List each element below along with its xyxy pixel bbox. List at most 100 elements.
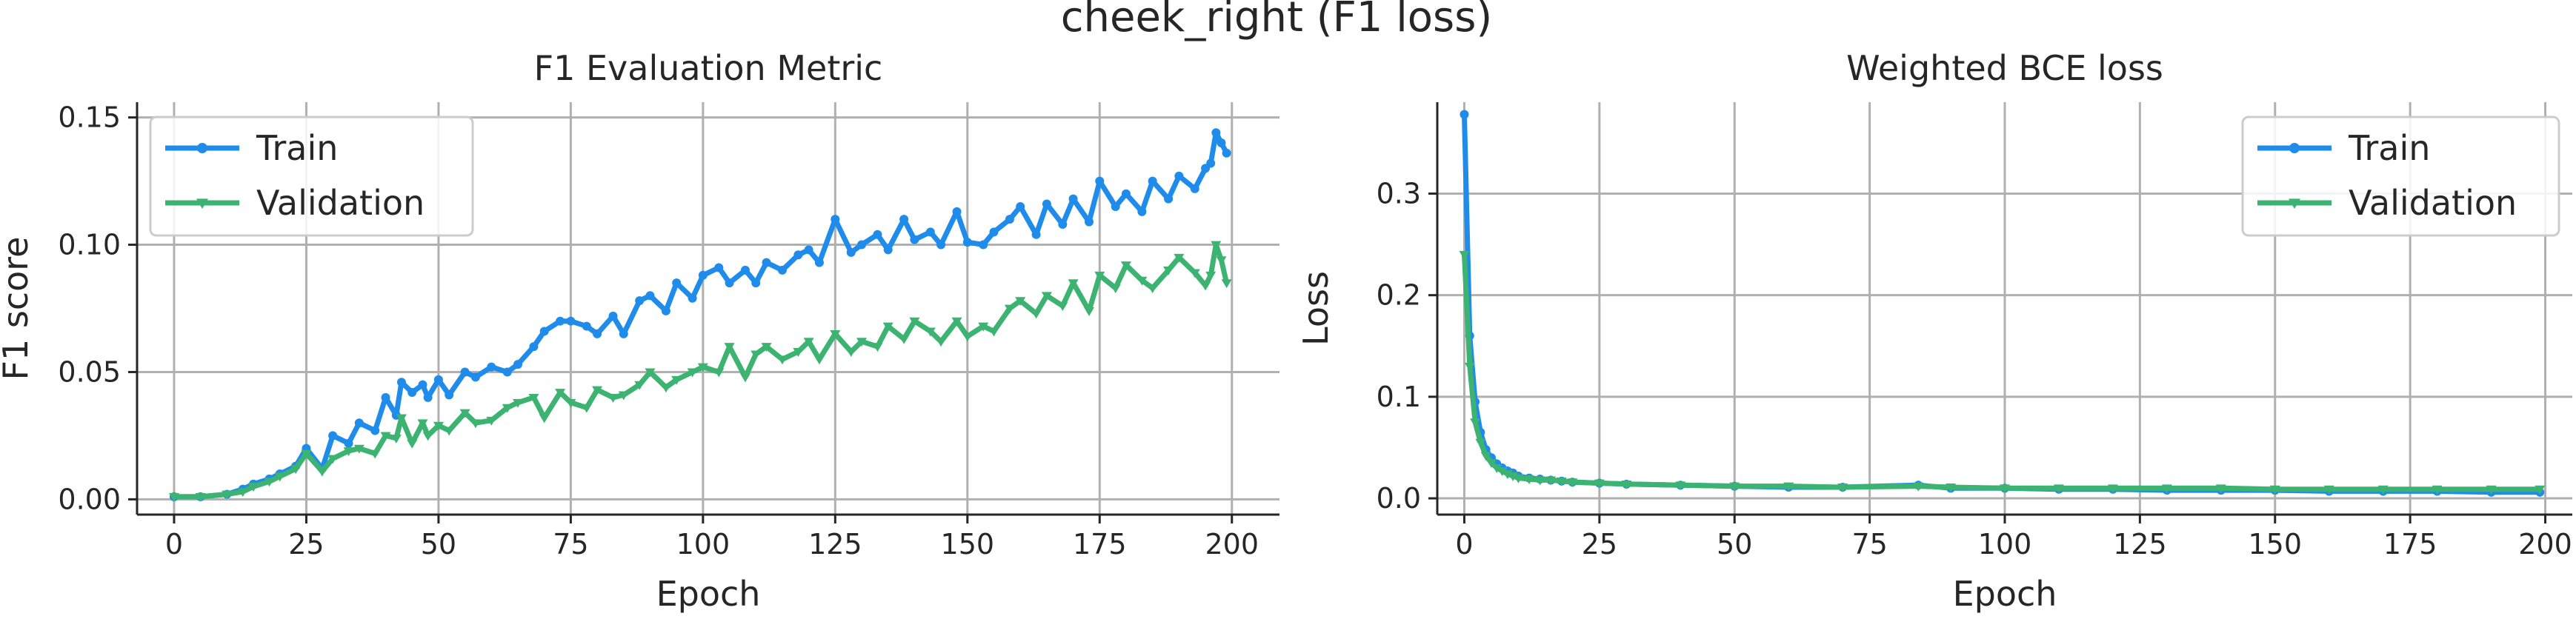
data-point-train	[407, 387, 417, 397]
data-point-train	[910, 235, 919, 244]
data-point-validation	[1094, 271, 1105, 281]
data-point-validation	[444, 426, 455, 436]
data-point-train	[899, 215, 909, 224]
data-point-train	[814, 258, 824, 267]
data-point-validation	[1497, 467, 1508, 477]
data-point-validation	[2377, 485, 2389, 495]
data-point-validation	[502, 404, 513, 413]
data-point-train	[857, 240, 867, 250]
data-point-validation	[1216, 256, 1227, 266]
data-point-train	[873, 230, 882, 239]
data-point-validation	[936, 338, 947, 347]
data-point-validation	[422, 432, 433, 441]
data-point-validation	[539, 414, 550, 424]
data-point-train	[979, 240, 988, 250]
data-point-validation	[2215, 484, 2226, 494]
data-point-validation	[1147, 284, 1158, 293]
data-point-validation	[2535, 485, 2546, 495]
data-point-validation	[713, 368, 725, 378]
data-point-validation	[1491, 464, 1502, 473]
data-point-validation	[195, 493, 206, 502]
data-point-validation	[581, 404, 592, 413]
series-line-validation	[1462, 254, 2540, 492]
data-point-train	[1211, 128, 1221, 138]
x-tick-label: 175	[1073, 528, 1127, 561]
data-point-train	[777, 265, 787, 275]
x-tick-label: 200	[1205, 528, 1259, 561]
data-point-validation	[486, 416, 497, 426]
data-point-validation	[407, 439, 418, 449]
data-point-train	[423, 392, 433, 402]
data-point-validation	[634, 381, 645, 390]
data-point-validation	[1480, 452, 1491, 461]
data-point-validation	[1110, 284, 1121, 293]
data-point-validation	[1783, 482, 1794, 492]
data-point-validation	[380, 432, 391, 441]
data-point-validation	[1057, 302, 1068, 312]
data-point-train	[1042, 199, 1051, 209]
data-point-train	[529, 342, 539, 352]
data-point-train	[513, 360, 522, 369]
data-point-validation	[396, 414, 407, 424]
data-point-validation	[750, 350, 762, 360]
data-point-validation	[1015, 297, 1026, 307]
data-point-train	[661, 306, 670, 315]
x-tick-label: 200	[2518, 528, 2572, 561]
data-point-train	[460, 367, 470, 377]
data-point-validation	[1200, 281, 1211, 291]
data-point-validation	[1946, 484, 1957, 492]
data-point-validation	[2000, 484, 2010, 494]
data-point-train	[793, 250, 803, 260]
y-axis-label: Loss	[1296, 271, 1336, 346]
data-point-validation	[978, 322, 989, 332]
data-point-validation	[555, 389, 566, 398]
data-point-train	[1068, 194, 1078, 204]
data-point-train	[370, 426, 380, 435]
data-point-validation	[1189, 269, 1200, 278]
panel-f1-metric: 0 25 50 75 100 125 150 175 200 0.00 0.05 0.10 0.15 F1…	[0, 48, 1279, 614]
data-point-validation	[813, 355, 825, 365]
x-tick-label: 75	[1851, 528, 1887, 561]
data-point-validation	[1464, 362, 1475, 372]
data-point-train	[566, 316, 576, 326]
y-tick-label: 0.2	[1377, 279, 1421, 312]
legend-swatch-marker-train	[197, 143, 207, 153]
data-point-validation	[528, 393, 539, 403]
data-point-validation	[962, 332, 973, 342]
data-point-train	[831, 215, 840, 224]
data-point-validation	[1567, 478, 1578, 488]
legend: Train Validation	[2241, 116, 2560, 237]
data-point-validation	[1041, 292, 1052, 301]
data-point-train	[445, 390, 454, 400]
data-point-validation	[1068, 279, 1079, 289]
data-point-validation	[909, 317, 920, 327]
data-point-validation	[2269, 485, 2280, 495]
data-point-train	[433, 375, 443, 384]
data-point-train	[698, 270, 708, 280]
data-point-validation	[618, 391, 629, 401]
data-point-validation	[660, 384, 671, 393]
x-tick-label: 25	[1582, 528, 1617, 561]
data-point-validation	[951, 317, 962, 327]
data-point-train	[1111, 201, 1120, 211]
data-point-validation	[793, 348, 804, 357]
data-point-validation	[592, 386, 603, 395]
data-point-validation	[830, 329, 841, 339]
data-point-validation	[1031, 310, 1042, 319]
x-tick-label: 0	[165, 528, 183, 561]
data-point-validation	[687, 368, 698, 378]
data-point-validation	[697, 363, 708, 372]
data-point-train	[1085, 217, 1094, 227]
y-tick-label: 0.3	[1377, 177, 1421, 210]
legend: Train Validation	[149, 116, 474, 237]
data-point-validation	[1837, 484, 1848, 492]
data-point-validation	[1594, 479, 1605, 489]
data-point-validation	[724, 343, 735, 352]
data-point-train	[962, 238, 972, 247]
data-point-validation	[2432, 485, 2443, 495]
data-point-train	[556, 316, 565, 326]
data-point-validation	[370, 449, 381, 459]
data-point-validation	[327, 455, 339, 464]
data-point-validation	[1221, 279, 1232, 289]
